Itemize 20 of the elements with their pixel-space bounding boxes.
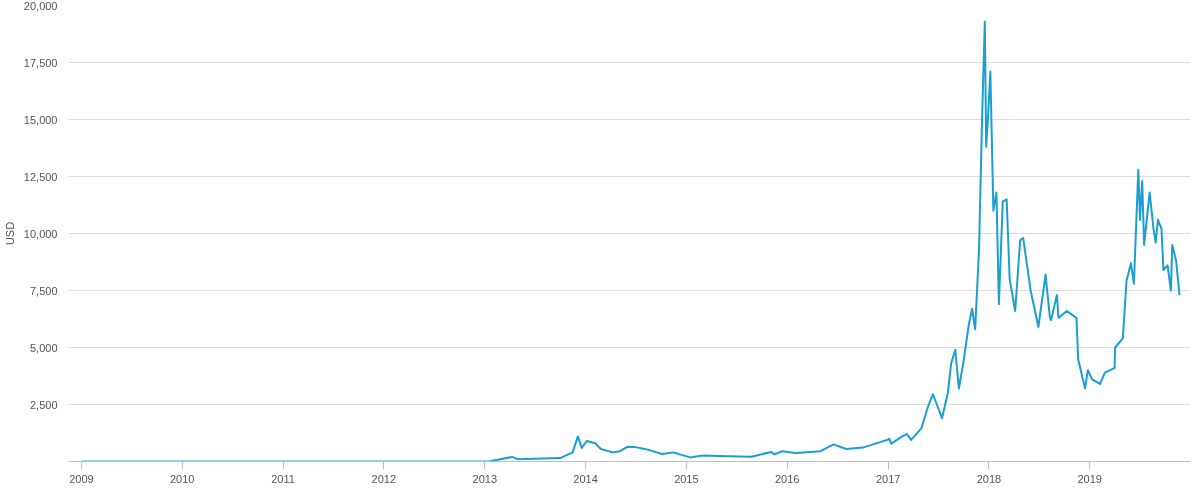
x-tick-label: 2013 [472, 472, 498, 485]
x-tick-label: 2012 [371, 472, 397, 485]
x-tick-label: 2010 [170, 472, 195, 485]
x-tick-label: 2019 [1077, 472, 1102, 485]
x-tick-label: 2011 [271, 472, 295, 485]
y-tick-label: 7,500 [29, 284, 58, 297]
y-tick-label: 10,000 [23, 227, 58, 240]
y-tick-label: 12,500 [23, 170, 58, 183]
x-tick-label: 2017 [875, 472, 901, 485]
x-tick-label: 2018 [976, 472, 1002, 485]
x-tick-label: 2016 [774, 472, 800, 485]
y-tick-label: 15,000 [23, 113, 58, 126]
y-tick-label: 2,500 [29, 398, 58, 411]
y-tick-label: 17,500 [23, 56, 58, 69]
y-tick-label: 5,000 [29, 341, 58, 354]
y-tick-label: 20,000 [23, 0, 58, 12]
x-tick-label: 2015 [674, 472, 699, 485]
x-tick-label: 2014 [573, 472, 598, 485]
y-axis-title: USD [3, 221, 16, 246]
x-tick-label: 2009 [69, 472, 94, 485]
